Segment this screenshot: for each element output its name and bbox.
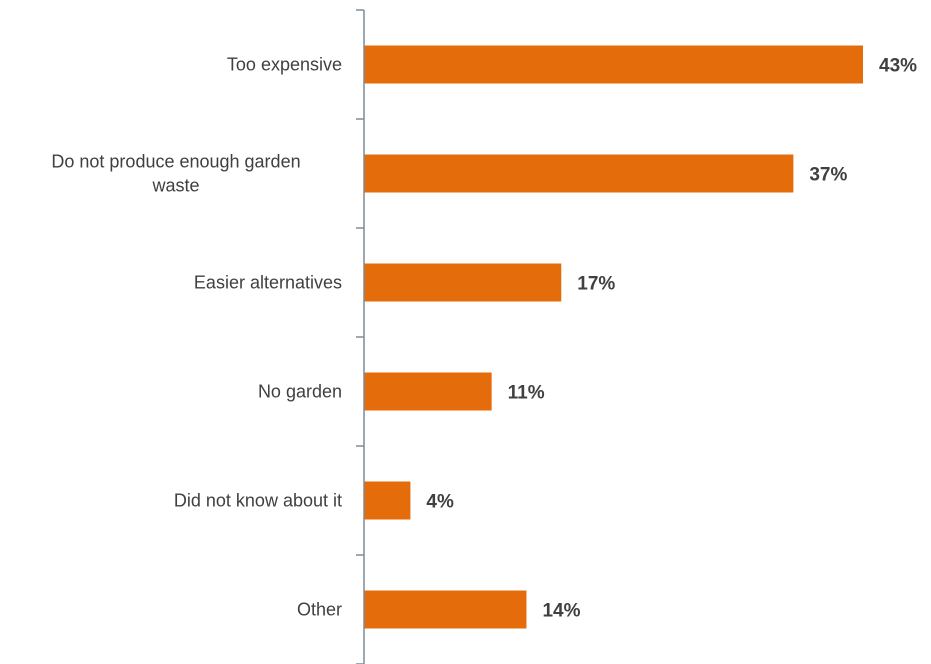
category-label-line: Do not produce enough garden	[51, 152, 300, 172]
category-label-0: Too expensive	[227, 55, 342, 75]
category-label-line: Other	[297, 600, 342, 620]
bar-3	[364, 372, 492, 411]
category-label-5: Other	[297, 600, 342, 620]
bar-4	[364, 481, 411, 520]
value-label-4: 4%	[426, 492, 454, 513]
value-label-3: 11%	[508, 383, 545, 404]
value-label-0: 43%	[879, 56, 917, 77]
category-label-line: No garden	[258, 382, 342, 402]
bars-group	[364, 45, 863, 629]
y-axis-group	[356, 9, 365, 664]
value-label-1: 37%	[809, 165, 847, 186]
category-label-1: Do not produce enough garden waste	[51, 152, 300, 196]
category-labels-group: Too expensive Do not produce enough garde…	[51, 55, 342, 620]
category-label-3: No garden	[258, 382, 342, 402]
category-label-line: waste	[151, 176, 199, 196]
bar-0	[364, 45, 863, 84]
value-label-2: 17%	[577, 274, 615, 295]
category-label-line: Too expensive	[227, 55, 342, 75]
bar-2	[364, 263, 562, 302]
value-label-5: 14%	[542, 601, 580, 622]
bar-5	[364, 590, 527, 629]
category-label-line: Easier alternatives	[194, 273, 342, 293]
value-labels-group: 43% 37% 17% 11% 4% 14%	[426, 56, 917, 622]
category-label-4: Did not know about it	[174, 491, 342, 511]
category-label-line: Did not know about it	[174, 491, 342, 511]
bar-1	[364, 154, 794, 193]
category-label-2: Easier alternatives	[194, 273, 342, 293]
